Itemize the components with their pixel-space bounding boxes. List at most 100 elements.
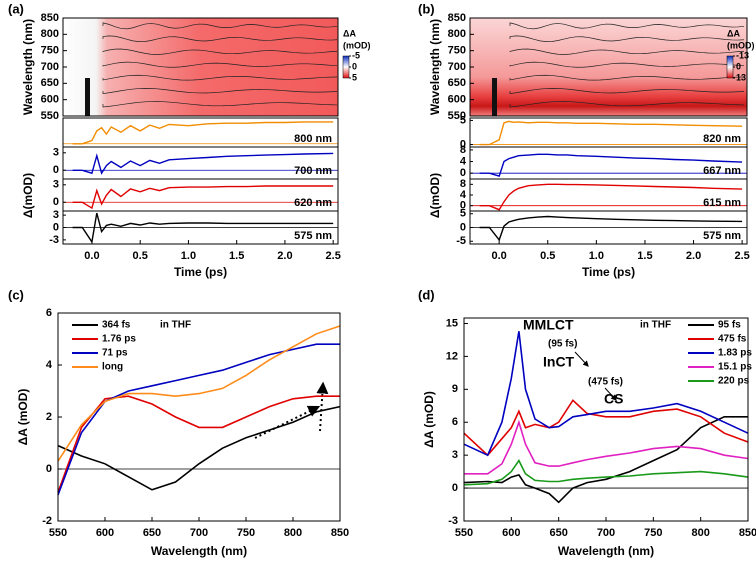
trace-label: 820 nm — [703, 133, 741, 145]
contour — [509, 48, 745, 55]
y-tick-label: 600 — [41, 94, 59, 106]
trace-label: 615 nm — [703, 197, 741, 209]
colorbar-tick-label: 0 — [352, 61, 357, 71]
colorbar-label: ΔA — [343, 28, 356, 38]
x-tick-label: 750 — [237, 527, 255, 539]
x-tick-label: 550 — [49, 527, 67, 539]
x-tick-label: 700 — [190, 527, 208, 539]
y-tick-label: -3 — [448, 515, 458, 527]
time-zero-band — [85, 78, 90, 116]
contour — [102, 48, 338, 55]
data-line — [463, 416, 748, 504]
y-tick-label: 3 — [53, 147, 59, 159]
y-tick-label: 8 — [460, 178, 466, 190]
contour — [102, 74, 338, 81]
legend-label: 15.1 ps — [718, 362, 752, 373]
arrow — [604, 387, 617, 401]
trace-label: 667 nm — [703, 165, 741, 177]
y-tick-label: 15 — [446, 317, 458, 329]
y-tick-label: 0 — [46, 463, 52, 475]
y-tick-label: -3 — [49, 234, 59, 246]
x-tick-label: 800 — [691, 527, 709, 539]
y-tick-label: 8 — [460, 144, 466, 156]
x-tick-label: 1.5 — [637, 250, 652, 262]
colorbar — [726, 55, 734, 79]
y-tick-label: 6 — [452, 416, 458, 428]
annotation: InCT — [543, 354, 575, 370]
annotation: in THF — [640, 320, 671, 331]
x-axis-label: Wavelength (nm) — [558, 544, 654, 558]
y-tick-label: 650 — [448, 77, 466, 89]
panel-label: (c) — [8, 287, 24, 302]
x-tick-label: 600 — [96, 527, 114, 539]
x-tick-label: 850 — [331, 527, 349, 539]
y-tick-label: 750 — [448, 45, 466, 57]
x-tick-label: 0.5 — [133, 250, 148, 262]
y-axis-label: Wavelength (nm) — [428, 19, 442, 115]
legend-label: 1.83 ps — [718, 348, 752, 359]
contour — [509, 35, 745, 42]
y-tick-label: 3 — [53, 179, 59, 191]
heatmap-image — [470, 18, 747, 116]
x-tick-label: 2.5 — [326, 250, 341, 262]
trace-label: 620 nm — [294, 197, 332, 209]
x-tick-label: 0.0 — [84, 250, 99, 262]
annotation: in THF — [160, 320, 191, 331]
legend-label: 71 ps — [102, 348, 128, 359]
colorbar-label: ΔA — [727, 28, 740, 38]
x-tick-label: 0.5 — [540, 250, 555, 262]
y-tick-label: 800 — [448, 28, 466, 40]
colorbar-tick-label: 5 — [352, 72, 357, 82]
legend-label: 364 fs — [102, 320, 131, 331]
x-tick-label: 2.0 — [277, 250, 292, 262]
y-tick-label: 700 — [41, 61, 59, 73]
contour — [509, 88, 745, 95]
y-tick-label: 5 — [460, 114, 466, 126]
y-tick-label: 750 — [41, 45, 59, 57]
trace-line — [72, 121, 334, 145]
y-tick-label: 0 — [452, 482, 458, 494]
y-tick-label: 4 — [460, 155, 467, 167]
y-axis-label: Δ(mOD) — [21, 173, 35, 218]
contour — [509, 61, 745, 68]
x-tick-label: 1.0 — [181, 250, 196, 262]
colorbar-label: (mOD) — [343, 40, 371, 50]
trace-label: 700 nm — [294, 165, 332, 177]
x-axis-label: Time (ps) — [582, 265, 635, 279]
y-tick-label: 850 — [448, 12, 466, 24]
annotation: (95 fs) — [548, 339, 577, 350]
colorbar-label: (mOD) — [727, 40, 755, 50]
time-zero-band — [492, 78, 497, 116]
trace-line — [479, 215, 743, 242]
x-tick-label: 650 — [143, 527, 161, 539]
y-tick-label: 3 — [53, 209, 59, 221]
trace-label: 800 nm — [294, 133, 332, 145]
trace-line — [479, 153, 743, 177]
y-tick-label: 650 — [41, 77, 59, 89]
panel-label: (b) — [418, 1, 435, 16]
y-tick-label: 0 — [460, 138, 466, 150]
x-tick-label: 0.0 — [492, 250, 507, 262]
legend-label: 475 fs — [718, 334, 747, 345]
panel-label: (d) — [418, 287, 435, 302]
trace-line — [72, 212, 334, 244]
colorbar-tick-label: 0 — [736, 61, 741, 71]
colorbar-tick-label: -13 — [736, 50, 749, 60]
x-tick-label: 850 — [739, 527, 756, 539]
arrow — [254, 405, 321, 439]
y-tick-label: 2 — [46, 411, 52, 423]
trace-line — [479, 183, 743, 211]
data-line — [57, 405, 341, 491]
x-tick-label: 550 — [455, 527, 473, 539]
x-axis-label: Wavelength (nm) — [151, 544, 247, 558]
trace-label: 575 nm — [294, 230, 332, 242]
legend-label: 1.76 ps — [102, 334, 136, 345]
y-tick-label: 0 — [53, 164, 59, 176]
trace-line — [72, 185, 334, 210]
y-tick-label: 550 — [41, 110, 59, 122]
trace-line — [479, 120, 743, 146]
trace-label: 575 nm — [703, 230, 741, 242]
y-axis-label: ΔA (mOD) — [16, 389, 30, 446]
x-tick-label: 600 — [502, 527, 520, 539]
heatmap-image — [63, 18, 338, 116]
